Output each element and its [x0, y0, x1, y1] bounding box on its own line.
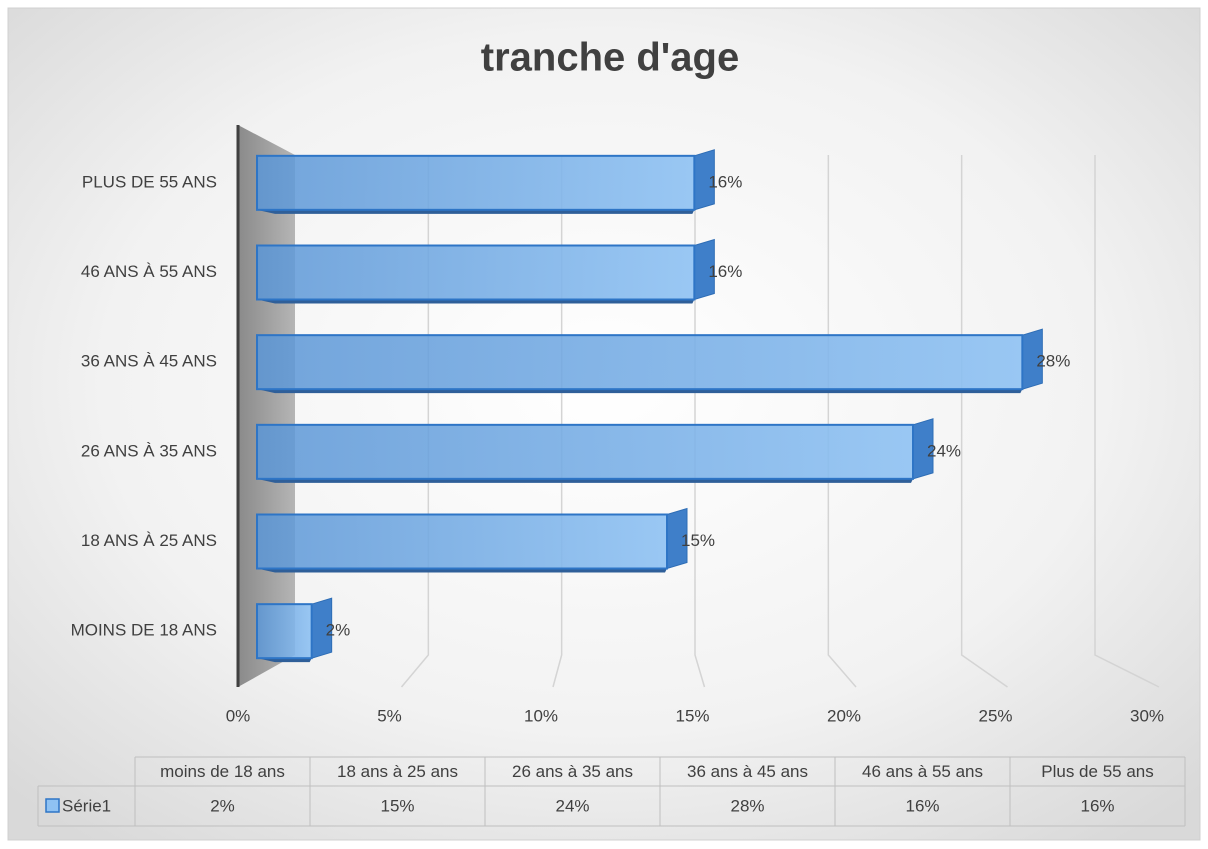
x-tick-label: 25% [978, 706, 1012, 725]
x-tick-label: 10% [524, 706, 558, 725]
x-tick-label: 15% [675, 706, 709, 725]
x-tick-label: 5% [377, 706, 402, 725]
table-header: moins de 18 ans [160, 762, 285, 781]
grid-line [400, 155, 430, 688]
bar [256, 334, 1024, 391]
table-cell: 16% [1080, 796, 1114, 815]
table-cell: 28% [730, 796, 764, 815]
table-cell: 15% [380, 796, 414, 815]
bar [256, 154, 696, 211]
table-header: 18 ans à 25 ans [337, 762, 458, 781]
table-header: 46 ans à 55 ans [862, 762, 983, 781]
table-cell: 24% [555, 796, 589, 815]
y-tick-label: 46 ANS À 55 ANS [81, 262, 217, 281]
y-tick-label: 18 ANS À 25 ANS [81, 531, 217, 550]
data-label: 2% [326, 621, 351, 640]
bar [256, 244, 696, 301]
grid-line [827, 155, 857, 688]
x-tick-label: 20% [827, 706, 861, 725]
bar [256, 513, 668, 570]
data-label: 16% [708, 172, 742, 191]
table-cell: 16% [905, 796, 939, 815]
bar [256, 603, 313, 660]
legend-label: Série1 [62, 796, 111, 815]
x-tick-label: 30% [1130, 706, 1164, 725]
table-header: 36 ans à 45 ans [687, 762, 808, 781]
table-header: Plus de 55 ans [1041, 762, 1153, 781]
data-label: 24% [927, 441, 961, 460]
table-cell: 2% [210, 796, 235, 815]
grid-line [552, 155, 563, 688]
data-label: 15% [681, 531, 715, 550]
y-tick-label: PLUS DE 55 ANS [82, 172, 217, 191]
bar [256, 423, 914, 480]
grid-line [960, 155, 1008, 688]
grid-line [694, 155, 706, 688]
y-tick-label: 36 ANS À 45 ANS [81, 352, 217, 371]
y-tick-label: MOINS DE 18 ANS [71, 621, 217, 640]
data-label: 28% [1036, 352, 1070, 371]
y-tick-label: 26 ANS À 35 ANS [81, 441, 217, 460]
x-tick-label: 0% [226, 706, 251, 725]
table-header: 26 ans à 35 ans [512, 762, 633, 781]
grid-line [1094, 155, 1160, 688]
chart-title: tranche d'age [481, 36, 739, 80]
data-label: 16% [708, 262, 742, 281]
legend-key [45, 798, 60, 813]
